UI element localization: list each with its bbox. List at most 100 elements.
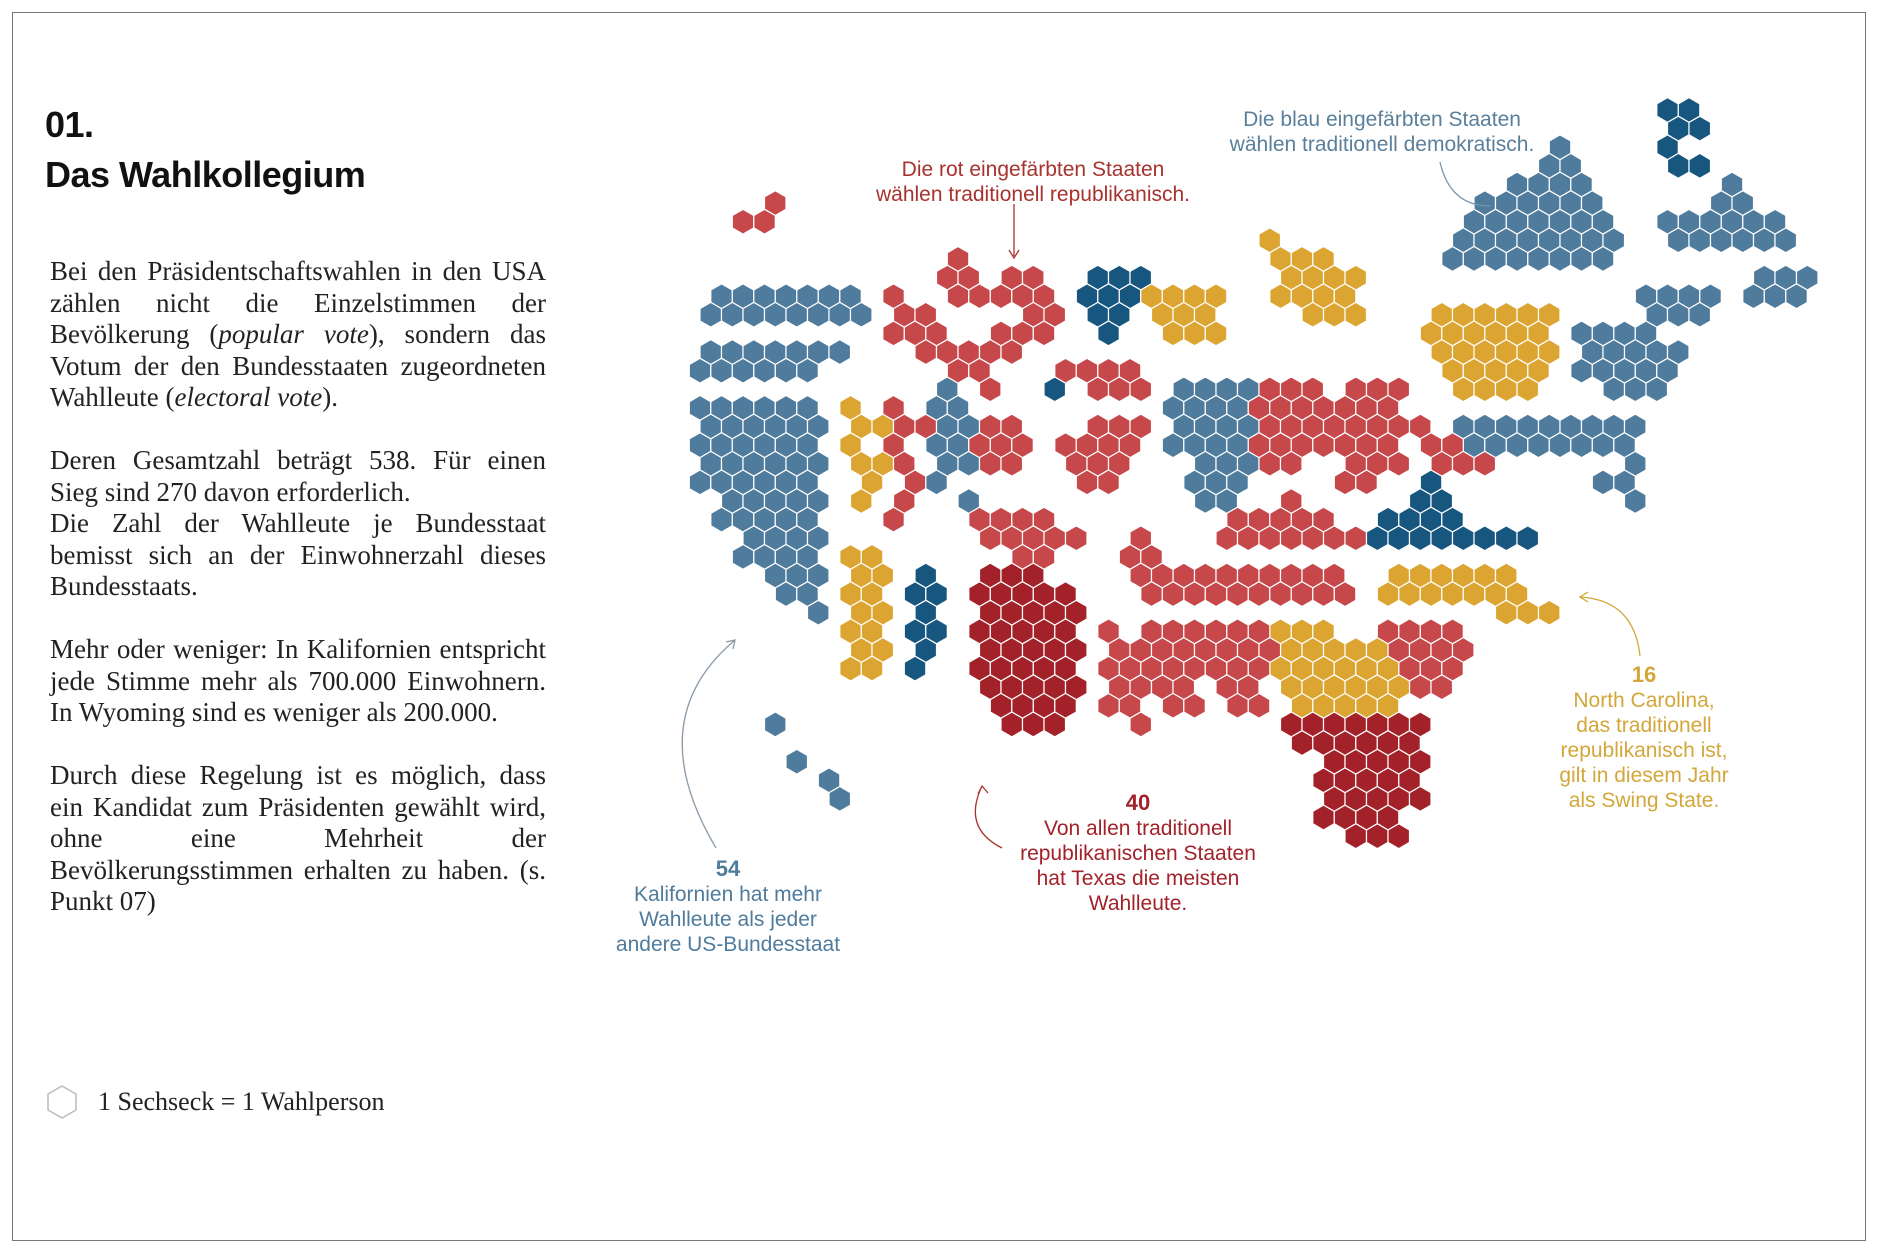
- hex: [1064, 525, 1088, 552]
- state: [839, 394, 895, 515]
- state: [946, 338, 1024, 403]
- state: [839, 543, 895, 682]
- hex: [731, 208, 755, 235]
- hex: [1097, 320, 1120, 347]
- state: [785, 748, 809, 775]
- note-line: Von allen traditionell: [1044, 817, 1232, 840]
- hex: [1021, 711, 1045, 738]
- state: [1140, 618, 1217, 719]
- hex: [1247, 692, 1271, 719]
- paragraph: Durch diese Regelung ist es möglich, das…: [50, 760, 546, 916]
- frame: [12, 12, 1866, 1241]
- state: [1161, 376, 1271, 515]
- state: [1161, 562, 1357, 608]
- text: ), sondern das Votum der den Bundesstaat…: [50, 319, 546, 412]
- state: [1312, 376, 1432, 496]
- paragraph: Mehr oder weniger: In Kalifornien entspr…: [50, 634, 546, 727]
- hex: [1516, 599, 1540, 626]
- term: electoral vote: [174, 382, 323, 412]
- note-line: das traditionell: [1576, 714, 1711, 737]
- section-number: 01.: [45, 104, 94, 145]
- hex: [1344, 301, 1368, 328]
- hex: [1387, 823, 1411, 850]
- hex: [1666, 152, 1690, 179]
- hex: [806, 599, 830, 626]
- hex: [1731, 227, 1755, 254]
- note-line: andere US-Bundesstaat: [616, 933, 840, 956]
- hex: [1473, 450, 1497, 477]
- hex: [796, 357, 819, 384]
- hex: [968, 283, 991, 310]
- hex: [1000, 450, 1024, 477]
- state: [903, 562, 948, 682]
- note-number: 16: [1632, 662, 1656, 687]
- hex: [1097, 692, 1120, 719]
- state: [1247, 376, 1325, 477]
- hex: [774, 357, 798, 384]
- hex: [1688, 227, 1712, 254]
- hex: [1161, 432, 1185, 459]
- hex: [1269, 283, 1292, 310]
- text: Bei den Präsidentschaftswahlen in den US…: [50, 256, 546, 349]
- hex: [914, 338, 938, 366]
- hex: [860, 655, 884, 682]
- hex: [1312, 804, 1335, 831]
- hex: [1688, 301, 1712, 328]
- hex: [1097, 469, 1120, 496]
- hex: [1301, 525, 1325, 552]
- hex: [1408, 785, 1432, 812]
- hex: [1785, 283, 1808, 310]
- hex: [1355, 469, 1378, 496]
- hex: [1451, 450, 1475, 477]
- hex: [978, 376, 1002, 403]
- hex: [1161, 320, 1185, 347]
- red-note: Die rot eingefärbten Staaten wählen trad…: [875, 158, 1190, 206]
- hex: [1527, 245, 1550, 273]
- hex: [1742, 283, 1765, 310]
- note-line: als Swing State.: [1569, 789, 1720, 812]
- hex: [1505, 245, 1529, 273]
- hex: [903, 655, 927, 682]
- hex: [1591, 469, 1615, 496]
- text: ).: [322, 382, 338, 412]
- hex: [1505, 432, 1529, 459]
- hex: [1451, 376, 1475, 403]
- state: [1591, 413, 1647, 515]
- texas-note: 40 Von allen traditionell republikanisch…: [1020, 790, 1256, 915]
- text: Die Zahl der Wahlleute je Bundesstaat be…: [50, 508, 546, 601]
- hex: [1279, 450, 1303, 477]
- hex: [1709, 227, 1733, 254]
- california-note: 54 Kalifornien hat mehr Wahlleute als je…: [616, 856, 840, 956]
- hex: [882, 320, 905, 347]
- hex: [1473, 376, 1497, 403]
- hex: [763, 711, 787, 738]
- state: [935, 245, 991, 310]
- hex: [1548, 432, 1572, 459]
- state: [968, 413, 1034, 477]
- state: [1140, 283, 1228, 347]
- hex: [1193, 487, 1217, 515]
- state: [1451, 413, 1604, 459]
- hex: [1301, 301, 1325, 328]
- state: [1656, 96, 1712, 179]
- hex: [1419, 581, 1443, 608]
- hex: [1269, 581, 1292, 608]
- arrows: [681, 161, 1641, 849]
- hex: [1161, 581, 1185, 608]
- hex: [1161, 692, 1185, 719]
- hex: [688, 469, 712, 496]
- hex: [1333, 469, 1357, 496]
- state: [1441, 134, 1626, 273]
- hex: [1258, 450, 1282, 477]
- hex: [1408, 674, 1432, 701]
- hex: [785, 301, 809, 328]
- note-line: wählen traditionell demokratisch.: [1229, 133, 1535, 156]
- hex: [753, 357, 776, 384]
- state: [968, 562, 1088, 738]
- hex: [1226, 692, 1249, 719]
- hex: [1054, 357, 1077, 384]
- state: [1742, 264, 1819, 310]
- state: [1376, 562, 1561, 626]
- hex: [1473, 525, 1497, 552]
- hex: [1666, 227, 1690, 254]
